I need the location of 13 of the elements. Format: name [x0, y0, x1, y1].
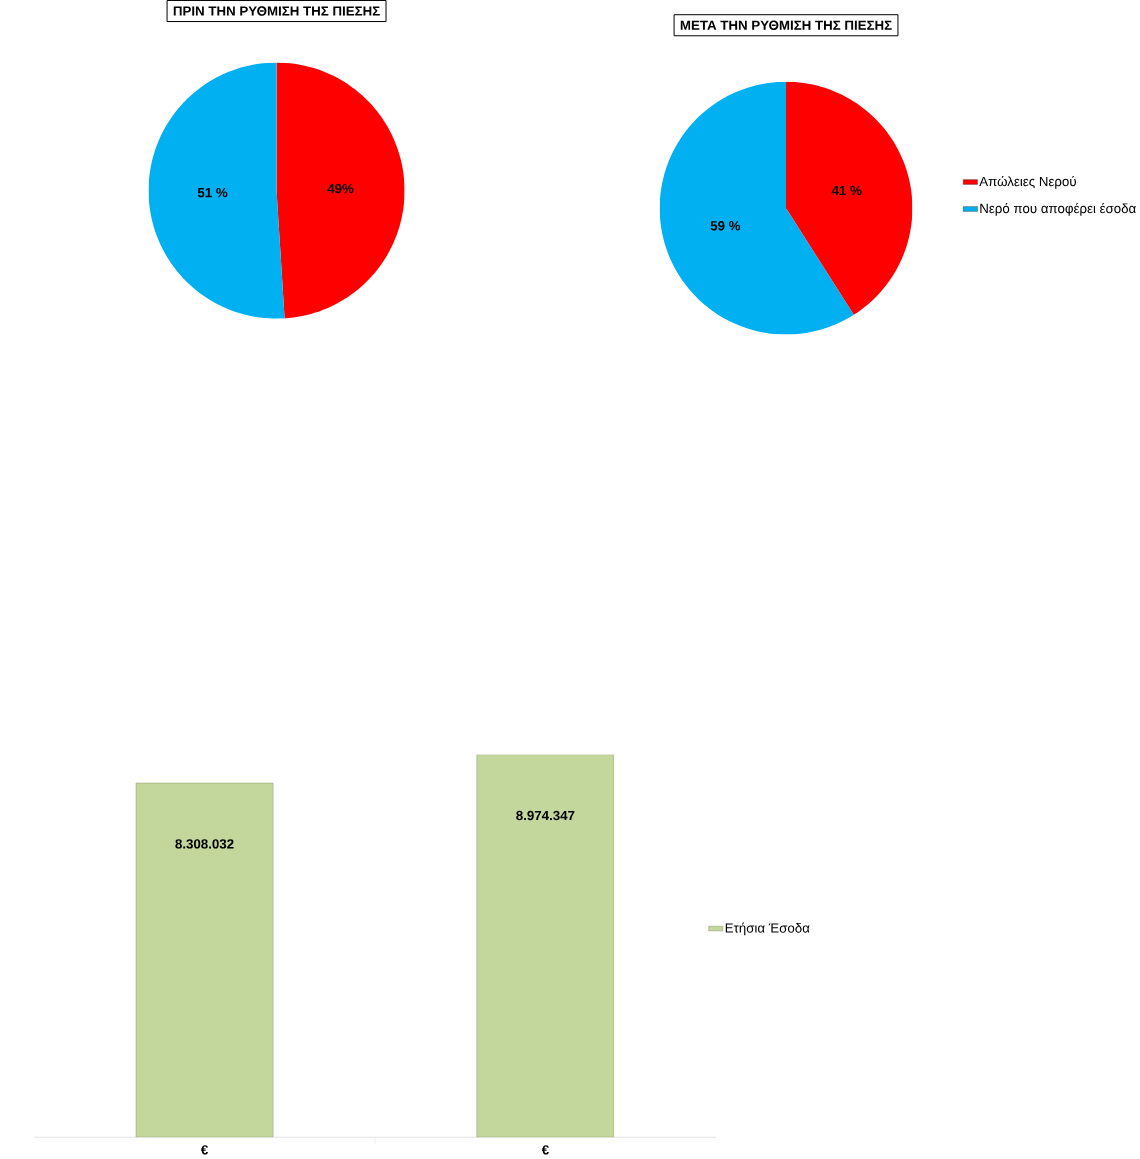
- legend-label: Νερό που αποφέρει έσοδα: [980, 203, 1136, 216]
- x-tick-label: €: [541, 1145, 549, 1155]
- data-label: 59 %: [710, 221, 740, 231]
- data-label: 8.308.032: [175, 839, 234, 849]
- chart-title: ΠΡΙΝ ΤΗΝ ΡΥΘΜΙΣΗ ΤΗΣ ΠΙΕΣΗΣ: [173, 6, 380, 16]
- legend-label: Ετήσια Έσοδα: [725, 922, 810, 936]
- chart-title: ΜΕΤΑ ΤΗΝ ΡΥΘΜΙΣΗ ΤΗΣ ΠΙΕΣΗΣ: [680, 20, 892, 30]
- legend-label: Απώλειες Νερού: [979, 176, 1076, 189]
- data-label: 8.974.347: [516, 810, 575, 821]
- data-label: 41 %: [831, 185, 862, 196]
- data-label: 49%: [327, 183, 354, 194]
- x-tick-label: €: [200, 1145, 208, 1155]
- data-label: 51 %: [197, 187, 228, 198]
